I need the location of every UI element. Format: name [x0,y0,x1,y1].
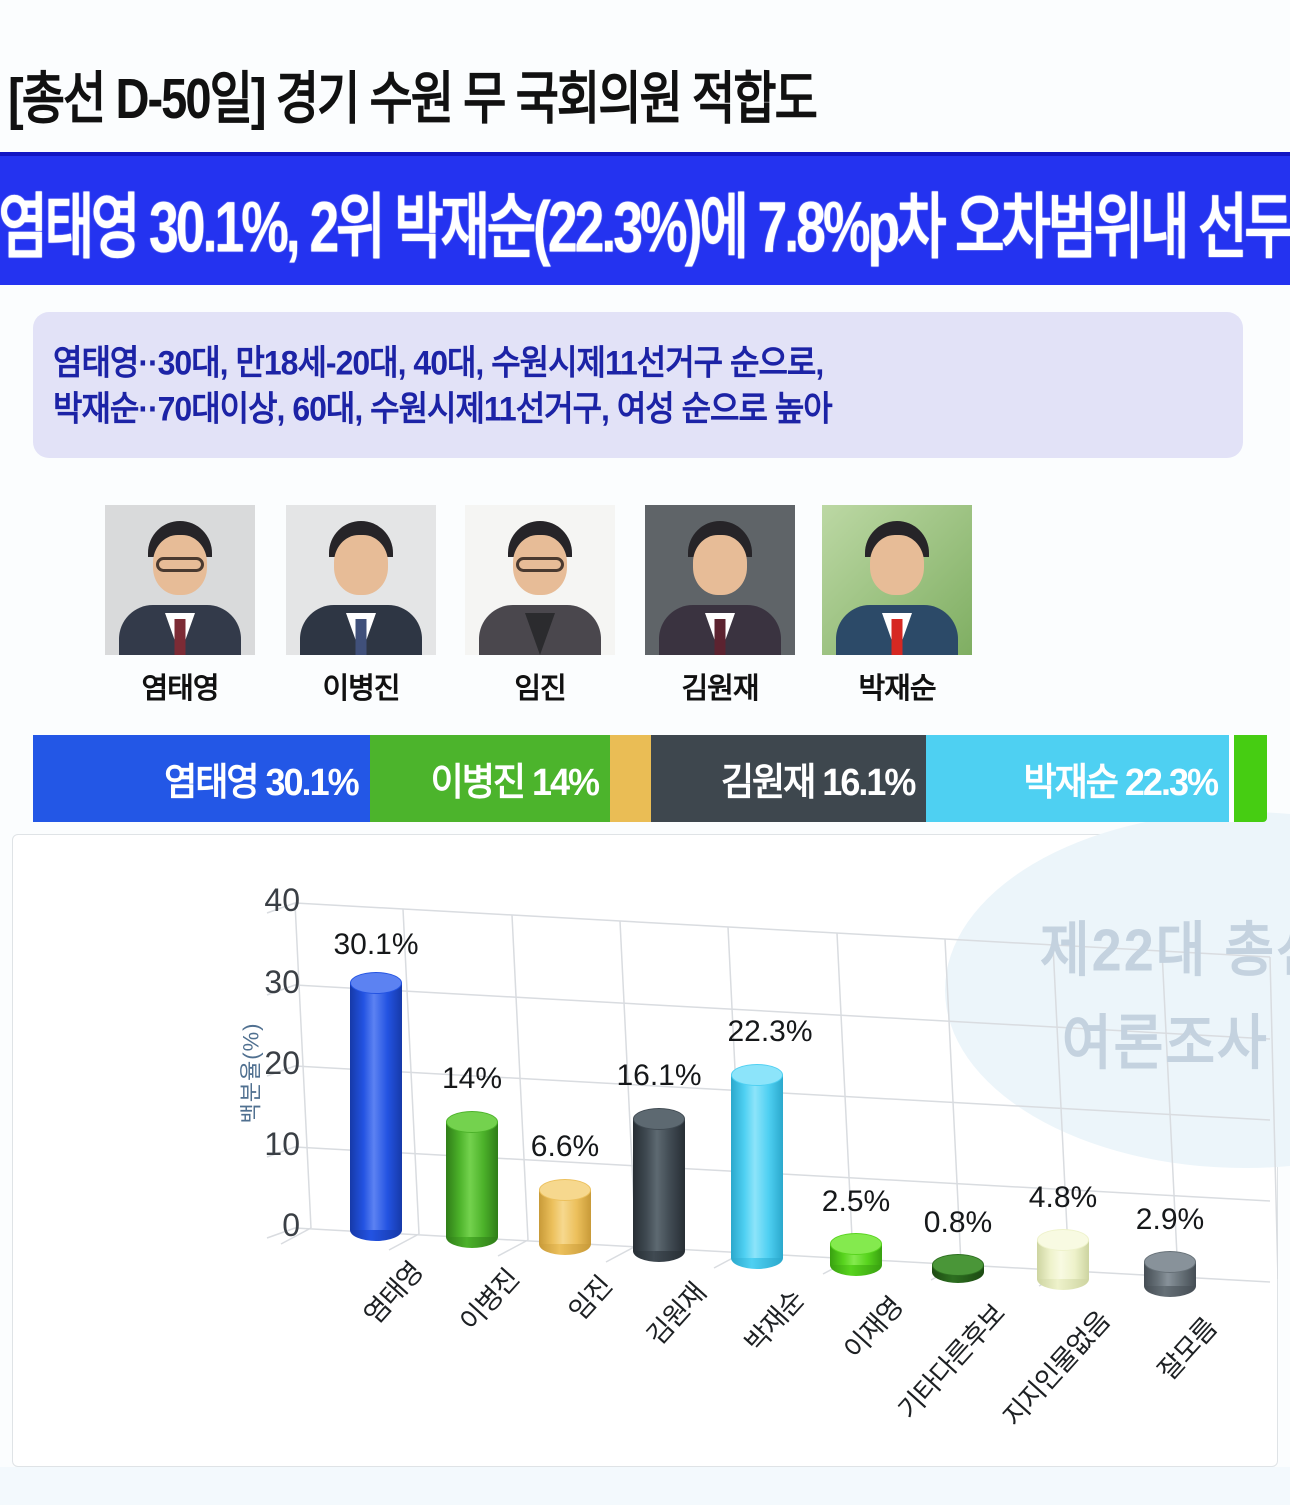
value-label: 2.5% [821,1185,891,1218]
bar-segment-leebyungjin: 이병진 14% [369,735,611,822]
silhouette-tie [891,619,903,655]
watermark-line-1: 제22대 총선 [1040,917,1290,984]
bar-segment-others [1234,735,1267,822]
y-tick-20: 20 [264,1045,300,1081]
candidate-card: 임진 [465,505,615,707]
candidate-card: 박재순 [822,505,972,707]
bottom-band [0,1467,1290,1505]
value-label: 6.6% [530,1130,600,1163]
candidate-name: 이병진 [322,673,400,705]
silhouette-face [870,535,924,595]
candidate-card: 김원재 [645,505,795,707]
value-label: 30.1% [333,928,419,961]
candidate-name: 박재순 [858,673,936,705]
silhouette-tie [174,619,186,655]
value-label: 4.8% [1028,1181,1098,1214]
page-title: [총선 D-50일] 경기 수원 무 국회의원 적합도 [8,68,818,132]
value-label: 22.3% [727,1015,813,1048]
value-label: 14% [441,1062,503,1095]
y-axis-label: 백분율(%) [238,1022,263,1124]
banner-text: 염태영 30.1%, 2위 박재순(22.3%)에 7.8%p차 오차범위내 선… [0,188,1290,268]
segment-label: 박재순 22.3% [1023,759,1219,803]
bar-segment-parkjaesoon: 박재순 22.3% [926,735,1229,822]
summary-box: 염태영··30대, 만18세-20대, 40대, 수원시제11선거구 순으로, … [33,312,1243,458]
watermark-line-2: 여론조사 [1062,1010,1269,1077]
stacked-result-bar: 염태영 30.1% 이병진 14% 김원재 16.1% 박재순 22.3% [33,735,1267,822]
segment-gap [1229,735,1234,822]
candidate-card: 이병진 [286,505,436,707]
bar-segment-kimwonjae: 김원재 16.1% [650,735,927,822]
segment-label: 김원재 16.1% [720,759,916,803]
candidate-name: 임진 [514,673,566,705]
glasses-icon [516,557,564,572]
value-label: 16.1% [616,1059,702,1092]
candidate-name: 염태영 [141,673,219,705]
candidate-photo [286,505,436,655]
value-label: 0.8% [923,1206,993,1239]
y-tick-40: 40 [264,882,300,918]
candidate-card: 염태영 [105,505,255,707]
y-tick-10: 10 [264,1126,300,1162]
summary-line-1: 염태영··30대, 만18세-20대, 40대, 수원시제11선거구 순으로, [53,343,824,383]
silhouette-tie [714,619,726,655]
candidate-photo [645,505,795,655]
y-tick-0: 0 [282,1207,300,1243]
segment-label: 염태영 30.1% [164,759,359,803]
candidate-photo [105,505,255,655]
headline-banner: 염태영 30.1%, 2위 박재순(22.3%)에 7.8%p차 오차범위내 선… [0,152,1290,285]
candidate-photo [465,505,615,655]
y-tick-30: 30 [264,964,300,1000]
bar-segment-imjin [610,735,651,822]
summary-line-2: 박재순··70대이상, 60대, 수원시제11선거구, 여성 순으로 높아 [53,389,833,429]
candidate-name: 김원재 [681,673,759,705]
silhouette-face [334,535,388,595]
glasses-icon [156,557,204,572]
value-label: 2.9% [1135,1203,1205,1236]
segment-label: 이병진 14% [430,759,600,803]
y-axis-label-wrap: 백분율(%) [212,1003,286,1143]
silhouette-face [693,535,747,595]
candidate-photo [822,505,972,655]
silhouette-tie [355,619,367,655]
bar-segment-yeomtaeyoung: 염태영 30.1% [33,735,370,822]
